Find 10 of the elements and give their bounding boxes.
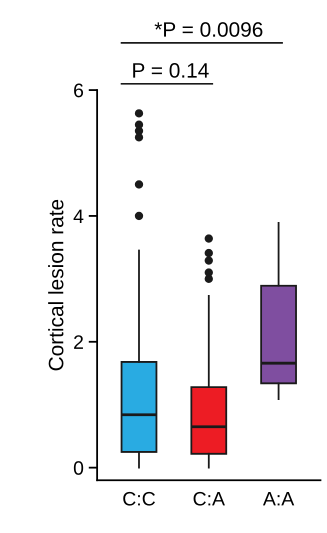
x-tick-label: C:C [123,492,155,506]
y-tick-label: 0 [74,461,84,475]
x-tick-label: A:A [262,492,294,506]
y-axis-title: Cortical lesion rate [48,200,64,370]
y-tick-label: 6 [74,84,84,98]
text: P = 0.14 [133,63,209,78]
y-tick-label: 4 [74,210,84,223]
y-tick-label: 2 [74,335,83,349]
x-tick-label: C:A [194,492,225,506]
text: *P = 0.0096 [154,22,262,37]
